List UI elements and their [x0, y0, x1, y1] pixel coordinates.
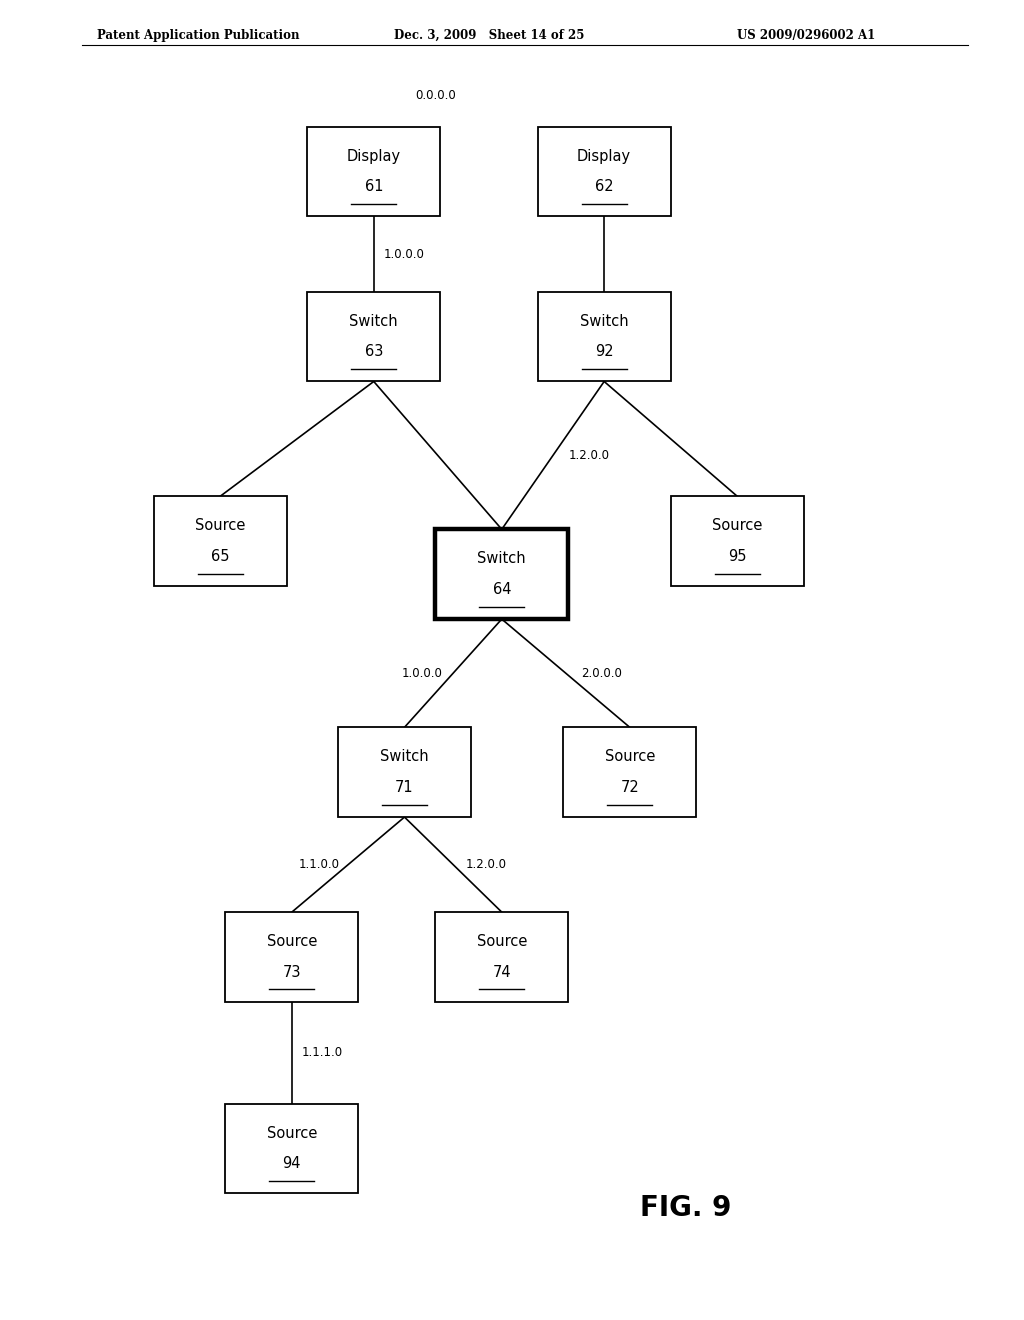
FancyBboxPatch shape — [435, 912, 568, 1002]
Text: 72: 72 — [621, 780, 639, 795]
Text: Source: Source — [476, 935, 527, 949]
Text: Switch: Switch — [380, 750, 429, 764]
Text: Source: Source — [604, 750, 655, 764]
FancyBboxPatch shape — [671, 496, 804, 586]
FancyBboxPatch shape — [225, 1104, 358, 1193]
Text: 1.1.0.0: 1.1.0.0 — [299, 858, 340, 871]
Text: 62: 62 — [595, 180, 613, 194]
Text: US 2009/0296002 A1: US 2009/0296002 A1 — [737, 29, 876, 42]
Text: 74: 74 — [493, 965, 511, 979]
FancyBboxPatch shape — [307, 292, 440, 381]
Text: 73: 73 — [283, 965, 301, 979]
Text: 61: 61 — [365, 180, 383, 194]
Text: 2.0.0.0: 2.0.0.0 — [582, 667, 622, 680]
Text: Display: Display — [578, 149, 631, 164]
FancyBboxPatch shape — [435, 529, 568, 619]
Text: 0.0.0.0: 0.0.0.0 — [415, 88, 456, 102]
Text: Switch: Switch — [349, 314, 398, 329]
FancyBboxPatch shape — [338, 727, 471, 817]
FancyBboxPatch shape — [154, 496, 287, 586]
Text: Switch: Switch — [477, 552, 526, 566]
FancyBboxPatch shape — [538, 127, 671, 216]
Text: Patent Application Publication: Patent Application Publication — [97, 29, 300, 42]
Text: Source: Source — [195, 519, 246, 533]
FancyBboxPatch shape — [307, 127, 440, 216]
Text: 1.1.1.0: 1.1.1.0 — [302, 1047, 343, 1059]
Text: Source: Source — [266, 1126, 317, 1140]
Text: 95: 95 — [728, 549, 746, 564]
Text: Switch: Switch — [580, 314, 629, 329]
Text: 94: 94 — [283, 1156, 301, 1171]
Text: FIG. 9: FIG. 9 — [640, 1193, 732, 1222]
Text: 65: 65 — [211, 549, 229, 564]
Text: 1.0.0.0: 1.0.0.0 — [402, 667, 442, 680]
FancyBboxPatch shape — [563, 727, 696, 817]
Text: Source: Source — [266, 935, 317, 949]
Text: 64: 64 — [493, 582, 511, 597]
Text: 1.2.0.0: 1.2.0.0 — [568, 449, 609, 462]
Text: Dec. 3, 2009   Sheet 14 of 25: Dec. 3, 2009 Sheet 14 of 25 — [394, 29, 585, 42]
Text: 63: 63 — [365, 345, 383, 359]
Text: 1.2.0.0: 1.2.0.0 — [465, 858, 507, 871]
Text: 1.0.0.0: 1.0.0.0 — [384, 248, 425, 260]
Text: Display: Display — [347, 149, 400, 164]
Text: Source: Source — [712, 519, 763, 533]
FancyBboxPatch shape — [225, 912, 358, 1002]
Text: 92: 92 — [595, 345, 613, 359]
Text: 71: 71 — [395, 780, 414, 795]
FancyBboxPatch shape — [538, 292, 671, 381]
